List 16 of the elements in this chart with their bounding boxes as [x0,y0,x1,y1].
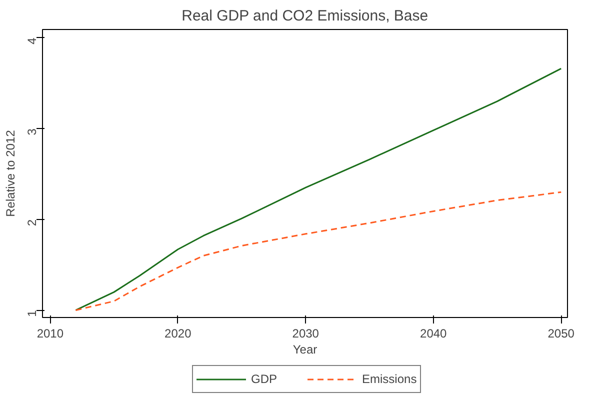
y-tick-label: 3 [25,128,39,136]
line-series [74,191,562,311]
x-tick-label: 2040 [420,326,448,340]
x-tick-label: 2020 [164,326,192,340]
y-tick-label: 4 [25,37,39,44]
y-tick-label: 2 [25,219,39,226]
x-tick-label: 2050 [548,326,575,340]
x-tick-label: 2010 [36,326,64,340]
y-axis-title: Relative to 2012 [4,130,18,217]
legend-label: Emissions [362,372,417,386]
x-axis-title: Year [292,342,318,356]
x-tick-label: 2030 [292,326,320,340]
legend-label: GDP [251,372,278,386]
line-series [74,68,562,311]
chart-title: Real GDP and CO2 Emissions, Base [182,8,428,24]
y-tick-label: 1 [25,310,39,317]
